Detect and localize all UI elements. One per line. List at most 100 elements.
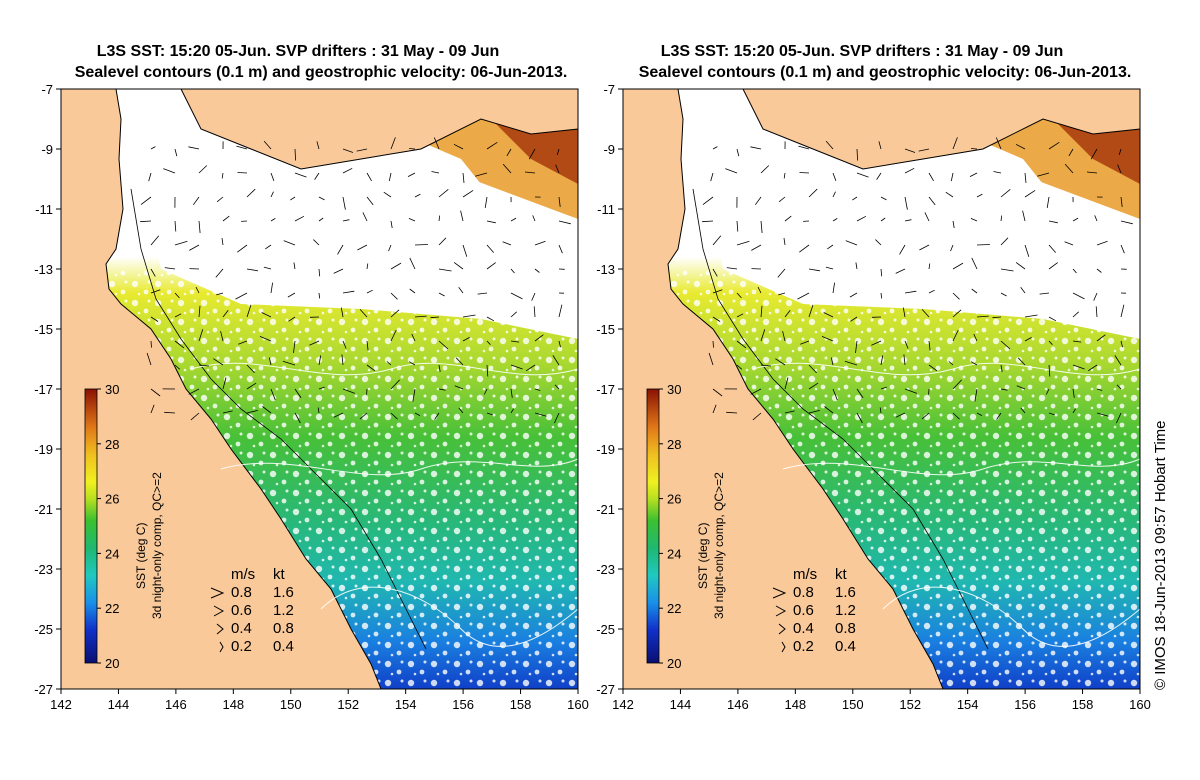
velocity-arrow — [952, 329, 959, 342]
velocity-arrow — [342, 148, 354, 153]
legend-header-kt: kt — [835, 566, 848, 583]
velocity-arrow — [855, 340, 858, 353]
velocity-arrow — [408, 361, 416, 366]
sealevel-contour — [782, 458, 1141, 476]
velocity-arrow — [554, 384, 560, 390]
velocity-arrow — [453, 143, 464, 150]
velocity-arrow — [434, 412, 440, 420]
velocity-arrow — [899, 244, 906, 255]
lat-tick-label: -13 — [596, 262, 615, 277]
velocity-arrow — [164, 411, 176, 414]
velocity-arrow — [856, 412, 863, 424]
lon-tick-label: 144 — [670, 697, 692, 712]
velocity-arrow — [777, 268, 786, 278]
velocity-arrow — [1024, 190, 1036, 198]
velocity-arrow — [995, 137, 1002, 150]
velocity-arrow — [850, 316, 858, 322]
velocity-arrow — [799, 244, 810, 253]
velocity-arrow — [486, 262, 496, 270]
velocity-arrow — [438, 188, 449, 198]
sealevel-contour — [882, 586, 1141, 647]
velocity-arrow — [1048, 316, 1057, 322]
colorbar-tick-label: 24 — [667, 546, 681, 561]
legend-arrow — [219, 641, 224, 653]
velocity-arrow — [736, 240, 750, 246]
velocity-arrow — [259, 336, 272, 342]
velocity-arrow — [188, 388, 200, 395]
velocity-arrow — [904, 148, 916, 153]
velocity-arrow — [904, 167, 915, 174]
velocity-arrow — [1093, 292, 1098, 301]
velocity-arrow — [174, 148, 178, 157]
lon-tick-label: 142 — [50, 697, 72, 712]
velocity-arrow — [928, 172, 934, 182]
velocity-arrow — [486, 340, 491, 345]
velocity-arrow — [948, 361, 954, 366]
lon-tick-label: 156 — [452, 697, 474, 712]
sealevel-contour — [752, 362, 1141, 376]
lat-tick-label: -9 — [603, 142, 615, 157]
velocity-arrow — [919, 244, 930, 251]
velocity-arrow — [411, 333, 416, 342]
velocity-arrow — [1064, 163, 1074, 174]
velocity-arrow — [502, 163, 512, 174]
velocity-arrow — [784, 410, 795, 414]
velocity-arrow — [808, 188, 818, 198]
velocity-arrow — [784, 215, 792, 222]
velocity-arrow — [294, 412, 301, 424]
velocity-arrow — [952, 262, 964, 270]
velocity-arrow — [342, 219, 350, 222]
legend-arrow — [772, 587, 787, 599]
velocity-arrow — [534, 412, 547, 417]
velocity-arrow — [970, 361, 978, 366]
velocity-arrow — [830, 357, 834, 366]
velocity-arrow — [952, 220, 955, 229]
velocity-arrow — [1116, 384, 1122, 390]
lat-tick-label: -23 — [34, 562, 53, 577]
velocity-arrow — [359, 309, 368, 318]
lon-tick-label: 160 — [1129, 697, 1151, 712]
imos-credit-text: © IMOS 18-Jun-2013 09:57 Hobart Time — [1152, 420, 1169, 690]
sealevel-contour — [320, 586, 579, 647]
velocity-arrow — [1048, 141, 1060, 150]
velocity-arrow — [359, 412, 368, 420]
lat-tick-label: -15 — [596, 322, 615, 337]
velocity-arrow — [952, 137, 958, 150]
velocity-arrow — [1000, 188, 1011, 198]
velocity-arrow — [453, 262, 464, 270]
lon-tick-label: 150 — [280, 697, 302, 712]
velocity-arrow — [174, 340, 185, 349]
colorbar-tick-label: 22 — [105, 601, 119, 616]
velocity-arrow — [976, 193, 983, 198]
velocity-arrow — [832, 172, 837, 181]
velocity-arrow — [1048, 412, 1055, 416]
velocity-arrow — [313, 239, 320, 246]
velocity-arrow — [192, 196, 200, 206]
velocity-arrow — [528, 148, 536, 160]
velocity-arrow — [918, 148, 930, 152]
velocity-arrow — [1114, 355, 1122, 366]
velocity-arrow — [799, 172, 810, 174]
velocity-arrow — [531, 292, 536, 301]
velocity-arrow — [950, 172, 954, 182]
legend-ms-value: 0.8 — [231, 584, 252, 601]
velocity-arrow — [736, 220, 739, 232]
velocity-arrow — [356, 148, 368, 152]
velocity-arrow — [708, 352, 714, 366]
velocity-arrow — [318, 355, 322, 366]
velocity-arrow — [952, 379, 962, 390]
velocity-arrow — [974, 388, 978, 402]
velocity-arrow — [832, 218, 838, 222]
velocity-arrow — [1000, 268, 1014, 272]
velocity-arrow — [1017, 357, 1026, 366]
velocity-arrow — [875, 239, 882, 246]
velocity-arrow — [702, 196, 714, 205]
velocity-arrow — [198, 364, 210, 367]
velocity-arrow — [554, 412, 560, 424]
velocity-arrow — [856, 215, 867, 222]
velocity-arrow — [880, 217, 886, 222]
velocity-arrow — [486, 141, 498, 150]
panel-left-title-line2: Sealevel contours (0.1 m) and geostrophi… — [74, 64, 568, 81]
velocity-arrow — [438, 237, 447, 246]
